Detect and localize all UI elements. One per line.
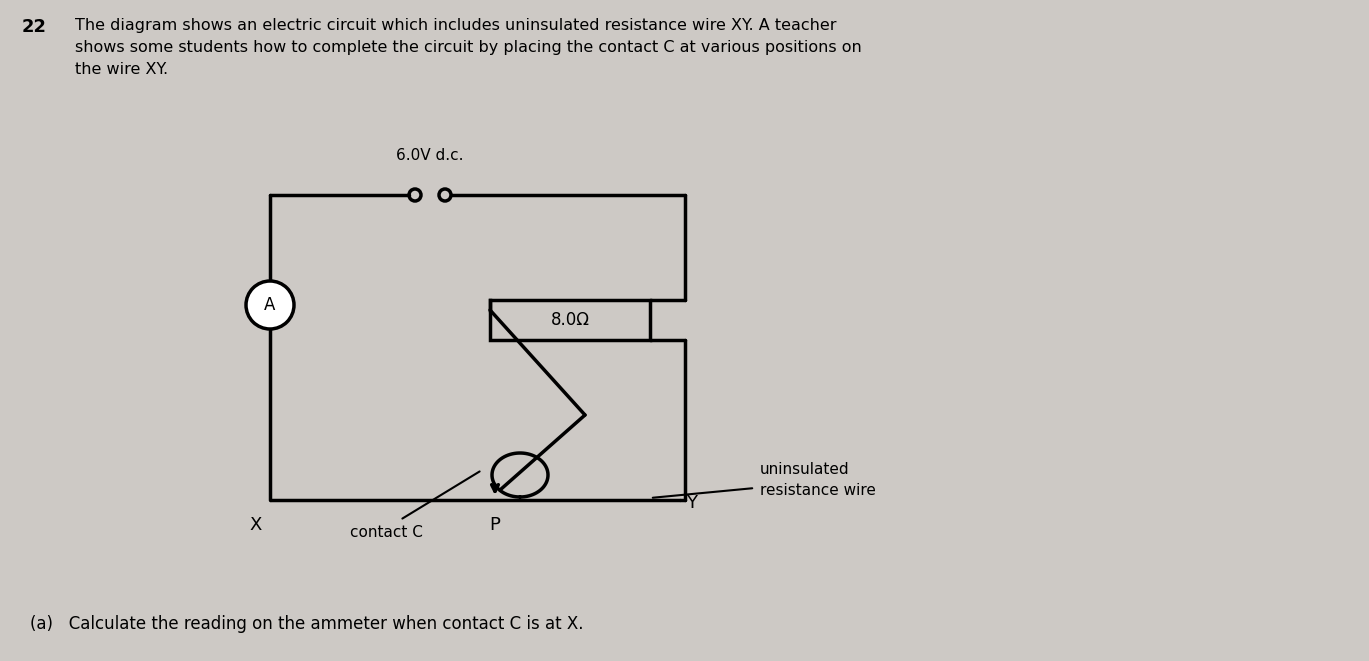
Text: 8.0Ω: 8.0Ω <box>550 311 590 329</box>
Text: contact C: contact C <box>350 525 423 540</box>
Text: The diagram shows an electric circuit which includes uninsulated resistance wire: The diagram shows an electric circuit wh… <box>75 18 861 77</box>
Text: X: X <box>249 516 261 534</box>
Text: 22: 22 <box>22 18 47 36</box>
Text: 6.0V d.c.: 6.0V d.c. <box>396 148 464 163</box>
Text: P: P <box>490 516 501 534</box>
Text: (a)   Calculate the reading on the ammeter when contact C is at X.: (a) Calculate the reading on the ammeter… <box>30 615 583 633</box>
Circle shape <box>246 281 294 329</box>
Text: Y: Y <box>686 494 697 512</box>
Text: uninsulated
resistance wire: uninsulated resistance wire <box>760 462 876 498</box>
Bar <box>490 300 650 340</box>
Text: A: A <box>264 296 275 314</box>
